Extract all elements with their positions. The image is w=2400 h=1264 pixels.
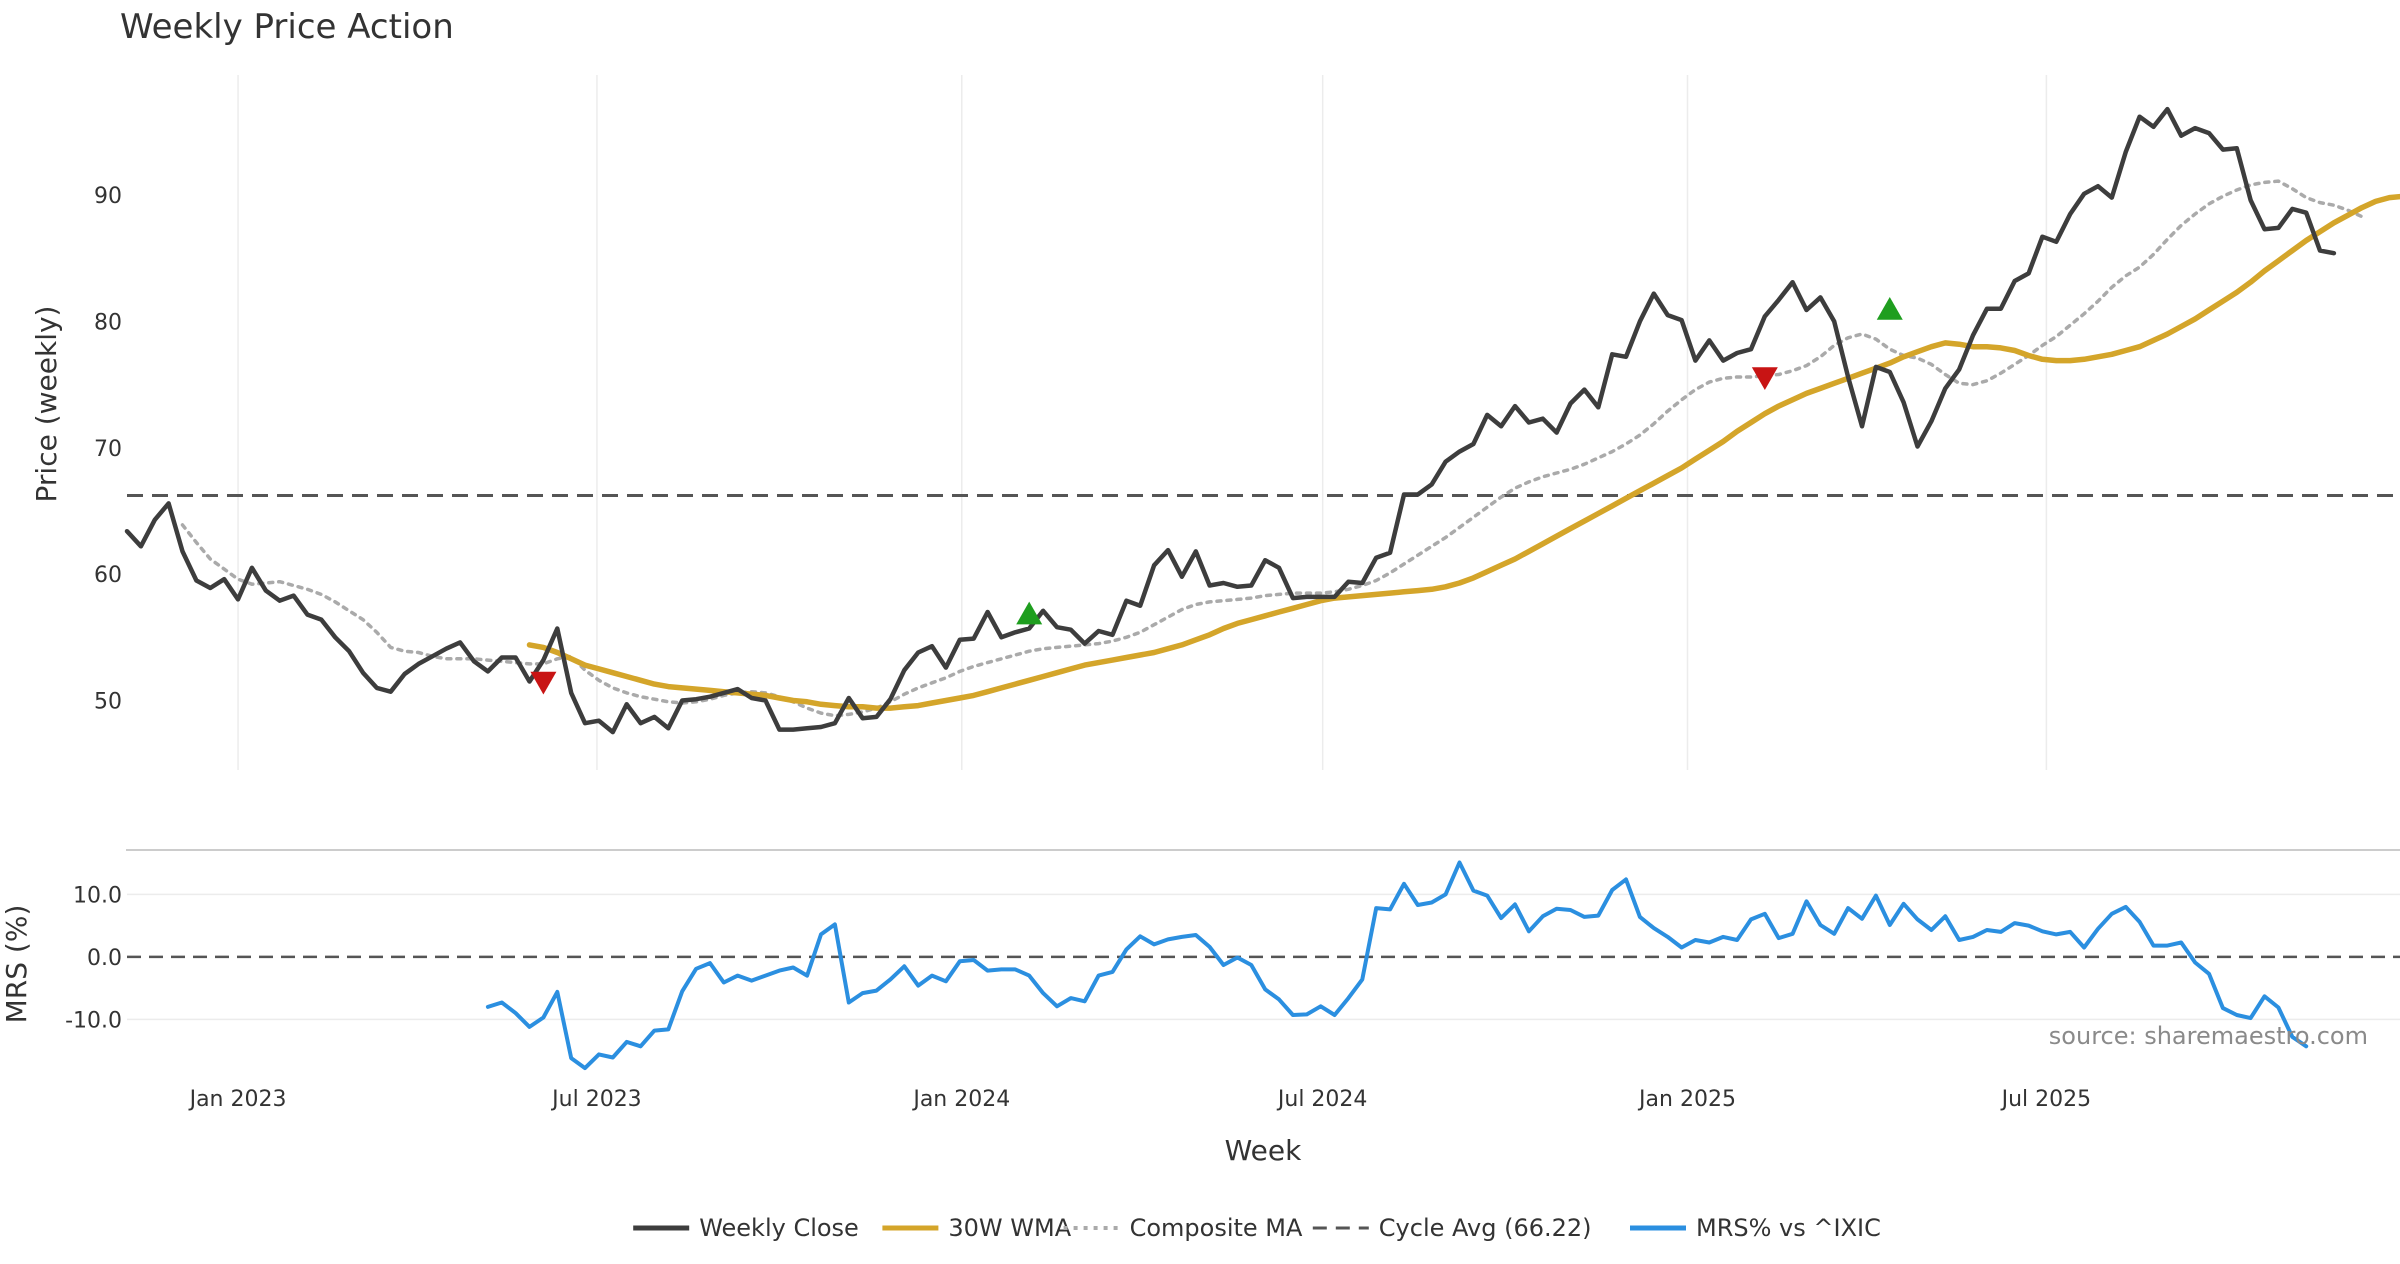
mrs-line	[488, 863, 2306, 1069]
chart-title: Weekly Price Action	[120, 7, 454, 47]
price-y-tick-label: 50	[94, 690, 122, 715]
source-watermark: source: sharemaestro.com	[2049, 1022, 2368, 1050]
legend-label: MRS% vs ^IXIC	[1696, 1214, 1881, 1242]
x-tick-label: Jul 2024	[1276, 1087, 1368, 1112]
legend-label: Cycle Avg (66.22)	[1379, 1214, 1592, 1242]
price-y-axis: 50 60 70 80 90	[94, 184, 122, 714]
x-tick-label: Jan 2025	[1637, 1087, 1736, 1112]
x-axis: Jan 2023 Jul 2023 Jan 2024 Jul 2024 Jan 2025…	[188, 1087, 2092, 1112]
x-axis-label: Week	[1225, 1134, 1302, 1167]
mrs-axis-label: MRS (%)	[0, 905, 33, 1024]
buy-signal-marker	[1016, 602, 1042, 625]
mrs-series-group	[488, 863, 2306, 1069]
buy-signal-marker	[1877, 297, 1903, 320]
x-tick-label: Jan 2023	[188, 1087, 287, 1112]
legend-label: Weekly Close	[699, 1214, 859, 1242]
chart-legend: Weekly Close 30W WMA Composite MA Cycle Avg…	[633, 1214, 1881, 1242]
price-series-group	[127, 109, 2400, 732]
price-y-tick-label: 90	[94, 184, 122, 209]
sell-signal-marker	[530, 672, 556, 695]
mrs-y-tick-label: -10.0	[65, 1008, 122, 1033]
x-tick-label: Jul 2025	[2000, 1087, 2092, 1112]
sell-signal-marker	[1752, 367, 1778, 390]
price-y-tick-label: 80	[94, 310, 122, 335]
mrs-y-axis: 10.0 0.0 -10.0	[65, 883, 122, 1033]
price-y-tick-label: 70	[94, 437, 122, 462]
mrs-panel-grid	[127, 894, 2400, 1019]
price-panel-grid	[238, 75, 2046, 770]
price-y-tick-label: 60	[94, 563, 122, 588]
x-tick-label: Jul 2023	[550, 1087, 642, 1112]
weekly-close-line	[127, 109, 2334, 732]
legend-label: 30W WMA	[948, 1214, 1071, 1242]
legend-label: Composite MA	[1130, 1214, 1303, 1242]
mrs-y-tick-label: 10.0	[73, 883, 122, 908]
x-tick-label: Jan 2024	[911, 1087, 1010, 1112]
price-axis-label: Price (weekly)	[30, 306, 63, 503]
mrs-y-tick-label: 0.0	[87, 946, 122, 971]
